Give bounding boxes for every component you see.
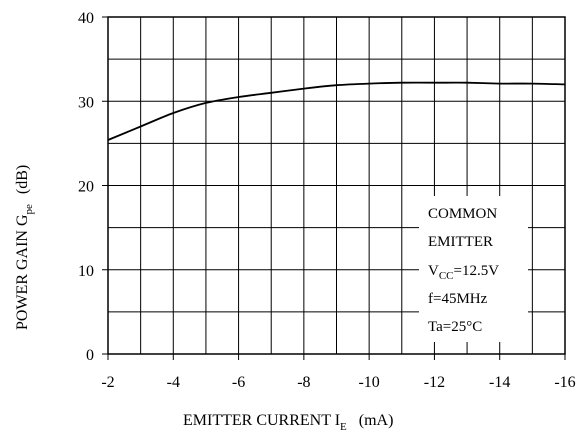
annotation-vcc-main: V [428, 263, 439, 279]
annotation-vcc-value: =12.5V [454, 263, 500, 279]
y-axis-label-unit: (dB) [14, 165, 31, 194]
series-line [107, 81, 566, 141]
y-axis-label: POWER GAIN Gpe (dB) [14, 165, 35, 330]
tick-marks [102, 16, 566, 360]
x-tick-label: -8 [297, 374, 310, 391]
x-tick-label: -2 [101, 374, 114, 391]
annotation-vcc-sub: CC [439, 270, 454, 282]
x-tick-label: -12 [424, 374, 445, 391]
y-axis-label-main: POWER GAIN G [14, 214, 31, 330]
annotation-line2: EMITTER [428, 234, 493, 250]
x-tick-label: -4 [167, 374, 180, 391]
x-tick-label: -16 [554, 374, 575, 391]
x-axis-label-unit: (mA) [359, 412, 394, 429]
x-axis-label: EMITTER CURRENT IE (mA) [183, 412, 393, 433]
annotation-temp: Ta=25°C [428, 319, 482, 335]
x-axis-label-main: EMITTER CURRENT I [183, 412, 340, 429]
annotation-freq: f=45MHz [428, 291, 488, 307]
x-tick-label: -10 [358, 374, 379, 391]
y-tick-label: 0 [86, 347, 94, 364]
y-tick-label: 10 [78, 263, 94, 280]
y-axis-label-sub: pe [23, 204, 35, 215]
x-axis-label-sub: E [340, 421, 347, 433]
grid-lines [107, 16, 566, 355]
annotation-box [419, 196, 528, 342]
y-tick-label: 40 [78, 10, 94, 27]
x-tick-label: -14 [489, 374, 510, 391]
annotation-line1: COMMON [428, 206, 497, 222]
y-tick-labels: 0 10 20 30 40 [78, 10, 94, 364]
x-tick-label: -6 [232, 374, 245, 391]
y-tick-label: 30 [78, 94, 94, 111]
annotation-vcc: VCC=12.5V [428, 263, 499, 282]
x-tick-labels: -2 -4 -6 -8 -10 -12 -14 -16 [101, 374, 575, 391]
y-tick-label: 20 [78, 179, 94, 196]
